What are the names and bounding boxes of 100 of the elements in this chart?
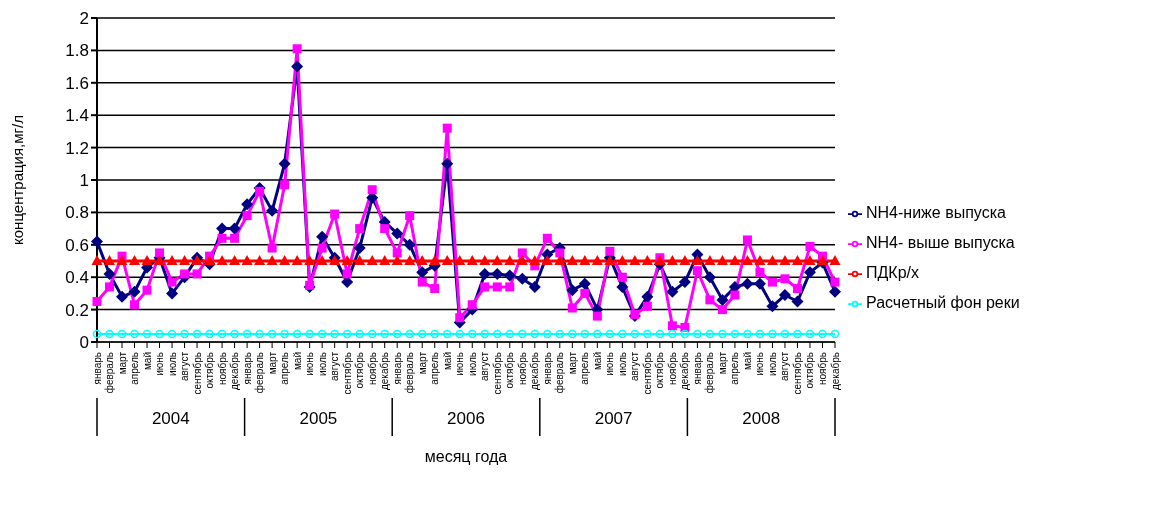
text: 2005	[299, 409, 338, 428]
text: 2007	[594, 409, 633, 428]
x-tick-label: июнь	[604, 352, 616, 376]
point	[216, 255, 228, 265]
point	[578, 277, 591, 290]
point	[566, 284, 579, 297]
y-tick-label: 1.2	[65, 138, 89, 158]
x-tick-label: сентябрь	[791, 352, 803, 395]
legend-label: Расчетный фон реки	[866, 294, 1020, 311]
point	[129, 255, 141, 265]
y-tick-label: 0.8	[65, 203, 89, 223]
x-tick-label: май	[141, 352, 153, 371]
point	[166, 255, 178, 265]
point	[329, 255, 341, 265]
point	[192, 269, 202, 279]
point	[730, 290, 740, 300]
legend-label: NH4-ниже выпуска	[866, 204, 1006, 221]
x-tick-label: февраль	[554, 352, 566, 394]
point	[292, 329, 302, 339]
x-tick-label: ноябрь	[816, 352, 828, 385]
point	[291, 255, 303, 265]
x-tick-label: февраль	[104, 352, 116, 394]
point	[266, 204, 279, 217]
point	[768, 329, 777, 339]
point	[804, 255, 816, 265]
point	[593, 329, 602, 339]
point	[128, 285, 141, 298]
point	[717, 305, 727, 315]
point	[703, 271, 716, 284]
point	[104, 255, 116, 265]
point	[780, 274, 790, 284]
point	[317, 243, 327, 253]
point	[466, 255, 478, 265]
x-tick-label: август	[179, 351, 191, 381]
point	[217, 233, 227, 243]
x-tick-label: декабрь	[829, 352, 841, 391]
text: 2004	[151, 409, 190, 428]
point	[554, 255, 566, 265]
x-tick-label: январь	[391, 352, 403, 385]
point	[455, 313, 465, 323]
x-tick-label: ноябрь	[666, 352, 678, 385]
point	[818, 329, 827, 339]
point	[805, 241, 815, 251]
y-tick-label: 1.8	[65, 41, 89, 61]
x-tick-label: июль	[466, 352, 478, 376]
x-tick-label: апрель	[729, 352, 741, 385]
point	[692, 266, 702, 276]
point	[618, 329, 627, 339]
point	[643, 329, 652, 339]
x-tick-label: декабрь	[529, 352, 541, 391]
point	[517, 248, 527, 258]
x-tick-label: март	[116, 351, 128, 375]
point	[780, 329, 790, 339]
y-axis-title: концентрация,мг/л	[9, 115, 27, 245]
point	[116, 290, 129, 303]
point	[616, 280, 629, 293]
x-tick-label: апрель	[279, 352, 291, 385]
point	[254, 255, 266, 265]
x-tick-label: январь	[541, 352, 553, 385]
point	[267, 243, 277, 253]
point	[91, 255, 103, 265]
point	[555, 329, 565, 339]
x-tick-label: январь	[241, 352, 253, 385]
point	[568, 329, 577, 339]
point	[693, 329, 702, 339]
point	[791, 295, 804, 308]
point	[704, 255, 716, 265]
point	[493, 329, 502, 339]
point	[267, 329, 277, 339]
point	[629, 255, 641, 265]
x-tick-label: февраль	[254, 352, 266, 394]
point	[668, 329, 677, 339]
point	[666, 255, 678, 265]
point	[829, 255, 841, 265]
y-tick-label: 1.6	[65, 73, 89, 93]
x-tick-label: июнь	[304, 352, 316, 376]
point	[229, 255, 241, 265]
point	[355, 224, 365, 234]
point	[454, 255, 466, 265]
point	[380, 329, 389, 339]
point	[830, 329, 840, 339]
point	[392, 329, 402, 339]
point	[617, 272, 627, 282]
point	[729, 255, 741, 265]
x-tick-label: март	[416, 351, 428, 375]
point	[255, 186, 265, 196]
point	[766, 300, 779, 313]
point	[441, 255, 453, 265]
y-tick-label: 0.6	[65, 235, 89, 255]
x-tick-label: май	[741, 352, 753, 371]
point	[793, 329, 802, 339]
point	[803, 266, 816, 279]
point	[291, 60, 304, 73]
point	[616, 255, 628, 265]
point	[755, 329, 765, 339]
point	[417, 277, 427, 287]
point	[204, 255, 216, 265]
point	[130, 300, 140, 310]
x-tick-label: сентябрь	[191, 352, 203, 395]
point	[642, 301, 652, 311]
